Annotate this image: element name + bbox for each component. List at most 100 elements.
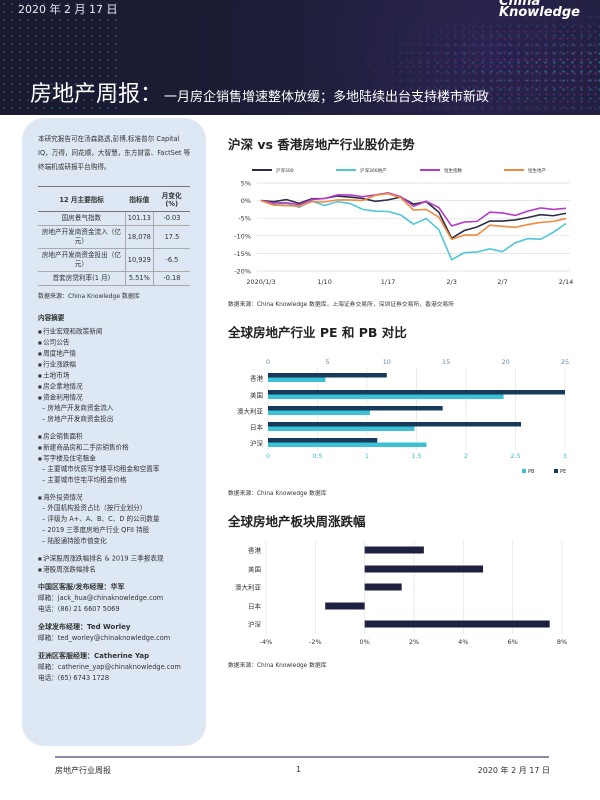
pe-bar (268, 406, 443, 411)
pe-axis-tick: 15 (442, 358, 450, 366)
report-title: 房地产周报： 一月房企销售增速整体放缓；多地陆续出台支持楼市新政 (30, 76, 489, 108)
toc-item: 土地市场 (38, 370, 192, 381)
pb-axis-tick: 0 (266, 452, 270, 460)
table-header: 指标值 (125, 186, 154, 212)
table-of-contents: 内容摘要 行业宏观和政策新闻公司公告周度地产情行业涨跌幅土地市场房企拿地情况资金… (38, 312, 192, 575)
pe-bar (268, 373, 387, 378)
toc-item: 港股周涨跌幅排名 (38, 564, 192, 575)
category-label: 沪深 (248, 620, 262, 629)
chart-source-price-trend: 数据来源：China Knowledge 数据库，上海证券交易所，深圳证券交易所… (228, 302, 455, 308)
legend-label: 恒生地产 (528, 167, 546, 174)
table-cell: 房地产开发商资金投出（亿元） (38, 248, 126, 272)
sidebar: 本研究报告可在汤森路透,彭博,标准普尔 Capital IQ，万得，同花顺，大智… (22, 118, 206, 746)
contact-detail: 电话：(65) 6743 1728 (38, 674, 110, 682)
toc-item: 写字楼及住宅租金 (38, 453, 192, 464)
toc-subitem: 主要城市住宅平均租金价格 (38, 475, 192, 486)
table-cell: 18,078 (124, 225, 154, 249)
category-label: 香港 (248, 546, 262, 555)
legend-swatch (554, 469, 558, 473)
toc-subitem: 陆股通持股市值变化 (38, 536, 192, 547)
x-tick-label: -2% (309, 638, 322, 646)
contact-name: 全球发布经理：Ted Worley (38, 623, 131, 631)
toc-subitem: 房地产开发商资金流入 (38, 403, 192, 414)
category-label: 香港 (250, 374, 264, 383)
x-tick-label: 1/10 (317, 278, 332, 286)
x-tick-label: 4% (458, 638, 468, 646)
legend-label: 沪深300 (276, 167, 294, 174)
y-tick-label: -20% (234, 268, 251, 276)
china-knowledge-logo: China Knowledge (499, 0, 580, 20)
x-tick-label: 2% (409, 638, 419, 646)
legend-swatch (522, 469, 526, 473)
chart-title-price-trend: 沪深 vs 香港房地产行业股价走势 (228, 137, 415, 152)
table-row: 房地产开发商资金流入（亿元） 18,078 17.5 (38, 225, 190, 249)
table-cell: 5.51% (124, 271, 154, 286)
contact-block: 中国区客服/发布经理：华军 邮箱：jack_hua@chinaknowledge.… (38, 582, 192, 615)
y-tick-label: 5% (241, 180, 251, 188)
table-cell: 10,929 (124, 248, 154, 272)
pb-bar (268, 394, 504, 399)
contact-detail: 邮箱：catherine_yap@chinaknowledge.com (38, 663, 181, 671)
pb-axis-tick: 1 (365, 452, 369, 460)
table-row: 首套房贷利率(1 月) 5.51% -0.18 (38, 271, 190, 286)
table-header: 月变化 (%) (153, 186, 190, 212)
pe-bar (268, 422, 522, 427)
y-tick-label: -5% (238, 215, 251, 223)
series-line-恒生地产 (260, 192, 567, 241)
toc-subitem: 2019 三季度房地产行业 QFII 持股 (38, 525, 192, 536)
chart-source-weekly-change: 数据来源：China Knowledge 数据库 (228, 663, 327, 669)
pe-axis-tick: 5 (325, 358, 329, 366)
series-line-恒生指数 (260, 192, 567, 227)
toc-item: 周度地产情 (38, 348, 192, 359)
report-subtitle: 一月房企销售增速整体放缓；多地陆续出台支持楼市新政 (164, 90, 490, 105)
change-bar (364, 546, 424, 554)
key-indicators-table: 12 月主要指标 指标值 月变化 (%) 国房景气指数 101.13 -0.03 房地产开… (38, 186, 190, 286)
toc-item: 新建商品房和二手房销售价格 (38, 442, 192, 453)
pb-bar (268, 442, 427, 447)
legend-label: PB (528, 469, 535, 475)
chart-title-weekly-change: 全球房地产板块周涨跌幅 (228, 514, 366, 529)
toc-subitem: 外国机构投资占比（按行业划分） (38, 503, 192, 514)
pb-bar (268, 410, 370, 415)
table-cell: 房地产开发商资金流入（亿元） (38, 225, 126, 249)
toc-item: 房企拿地情况 (38, 381, 192, 392)
report-header-banner: 2020 年 2 月 17 日 China Knowledge 房地产周报： 一月房… (0, 0, 600, 115)
pb-axis-tick: 1.5 (411, 452, 421, 460)
toc-item: 公司公告 (38, 337, 192, 348)
change-bar (364, 620, 550, 628)
x-tick-label: 0% (360, 638, 370, 646)
table-cell: 101.13 (124, 211, 154, 226)
y-tick-label: 0% (241, 197, 251, 205)
table-cell: -0.03 (152, 211, 190, 226)
category-label: 澳大利亚 (237, 407, 264, 416)
legend-label: 恒生指数 (444, 167, 462, 174)
x-tick-label: 6% (508, 638, 518, 646)
change-bar (325, 602, 365, 610)
category-label: 美国 (248, 565, 261, 574)
pe-axis-tick: 10 (383, 358, 391, 366)
category-label: 沪深 (250, 439, 264, 448)
legend-label: PE (560, 469, 566, 475)
category-label: 日本 (248, 602, 262, 611)
footer-report-name: 房地产行业周报 (55, 766, 111, 775)
pb-axis-tick: 2 (464, 452, 468, 460)
footer-date: 2020 年 2 月 17 日 (477, 766, 550, 775)
x-tick-label: 2020/1/3 (246, 278, 275, 286)
contact-block: 全球发布经理：Ted Worley 邮箱：ted_worley@chinaknow… (38, 622, 192, 644)
footer-divider (55, 756, 549, 758)
toc-item: 行业涨跌幅 (38, 359, 192, 370)
pb-axis-tick: 0.5 (312, 452, 322, 460)
contact-block: 亚洲区客服经理：Catherine Yap 邮箱：catherine_yap@ch… (38, 651, 192, 684)
legend-label: 沪深300地产 (360, 167, 387, 174)
pe-bar (268, 390, 565, 395)
pe-axis-tick: 0 (266, 358, 270, 366)
category-label: 澳大利亚 (235, 583, 262, 592)
report-date: 2020 年 2 月 17 日 (18, 3, 118, 16)
contact-detail: 邮箱：jack_hua@chinaknowledge.com (38, 594, 164, 602)
page-number: 1 (296, 765, 302, 774)
toc-item: 海外投资情况 (38, 492, 192, 503)
y-tick-label: -15% (234, 250, 251, 258)
table-cell: -6.5 (152, 248, 190, 272)
